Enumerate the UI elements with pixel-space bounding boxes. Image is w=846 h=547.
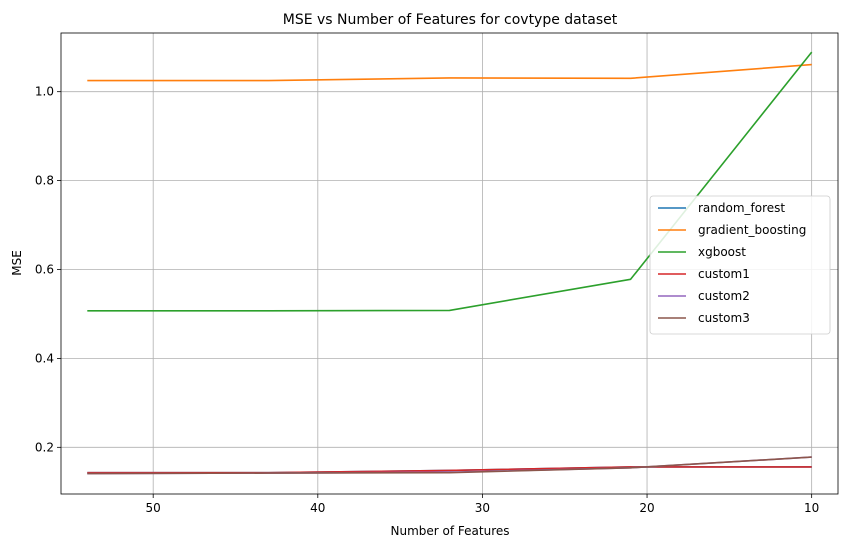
legend-box xyxy=(649,195,831,335)
legend-entry: xgboost xyxy=(698,245,746,259)
y-tick-label: 0.4 xyxy=(35,351,54,365)
y-tick-label: 0.8 xyxy=(35,174,54,188)
chart-title: MSE vs Number of Features for covtype da… xyxy=(283,12,618,28)
legend-entry: custom1 xyxy=(698,267,750,281)
series-line-custom3 xyxy=(87,456,812,475)
legend-entry: random_forest xyxy=(698,201,785,215)
legend-entry: gradient_boosting xyxy=(698,223,806,237)
plot-frame xyxy=(60,32,839,495)
x-tick-label: 40 xyxy=(310,501,325,515)
x-tick-label: 50 xyxy=(146,501,161,515)
grid xyxy=(61,33,838,494)
x-axis-label: Number of Features xyxy=(391,524,510,538)
y-axis-ticks: 0.2 0.4 0.6 0.8 1.0 xyxy=(35,85,61,454)
y-tick-label: 1.0 xyxy=(35,85,54,99)
y-tick-label: 0.2 xyxy=(35,440,54,454)
x-tick-label: 10 xyxy=(804,501,819,515)
series-lines xyxy=(87,51,813,475)
x-tick-label: 20 xyxy=(639,501,654,515)
y-tick-label: 0.6 xyxy=(35,263,54,277)
y-axis-label: MSE xyxy=(10,250,24,276)
legend-entry: custom3 xyxy=(698,311,750,325)
x-tick-label: 30 xyxy=(475,501,490,515)
legend-entry: custom2 xyxy=(698,289,750,303)
series-line-gradient_boosting xyxy=(87,63,812,82)
x-axis-ticks: 50 40 30 20 10 xyxy=(146,494,819,515)
